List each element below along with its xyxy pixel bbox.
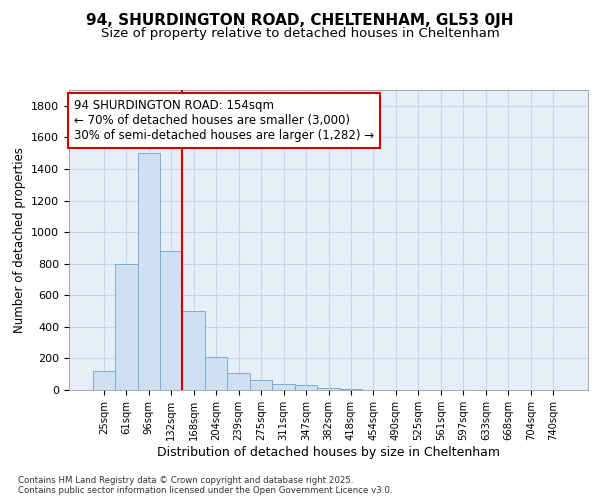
Y-axis label: Number of detached properties: Number of detached properties xyxy=(13,147,26,333)
Bar xyxy=(115,264,137,390)
Bar xyxy=(160,251,182,390)
Bar xyxy=(272,384,295,390)
Text: 94, SHURDINGTON ROAD, CHELTENHAM, GL53 0JH: 94, SHURDINGTON ROAD, CHELTENHAM, GL53 0… xyxy=(86,12,514,28)
Bar xyxy=(227,372,250,390)
Bar xyxy=(205,357,227,390)
Bar xyxy=(182,311,205,390)
Bar xyxy=(137,153,160,390)
Bar xyxy=(295,386,317,390)
Text: Size of property relative to detached houses in Cheltenham: Size of property relative to detached ho… xyxy=(101,28,499,40)
X-axis label: Distribution of detached houses by size in Cheltenham: Distribution of detached houses by size … xyxy=(157,446,500,458)
Text: 94 SHURDINGTON ROAD: 154sqm
← 70% of detached houses are smaller (3,000)
30% of : 94 SHURDINGTON ROAD: 154sqm ← 70% of det… xyxy=(74,99,374,142)
Text: Contains HM Land Registry data © Crown copyright and database right 2025.
Contai: Contains HM Land Registry data © Crown c… xyxy=(18,476,392,495)
Bar xyxy=(250,380,272,390)
Bar xyxy=(317,388,340,390)
Bar xyxy=(92,371,115,390)
Bar xyxy=(340,389,362,390)
